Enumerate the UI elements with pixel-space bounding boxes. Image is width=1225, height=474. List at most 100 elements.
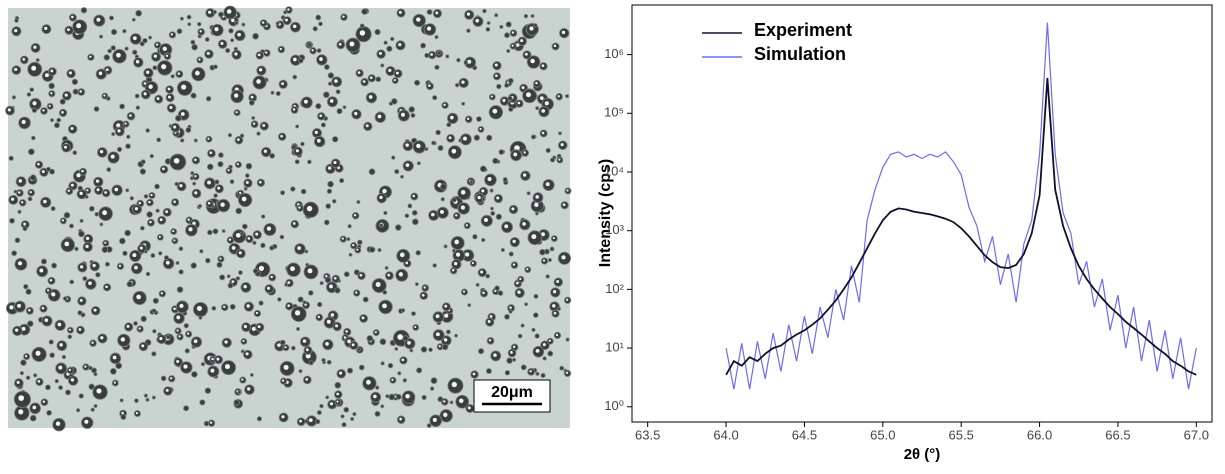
droplet (327, 180, 334, 188)
droplet-highlight (207, 137, 210, 140)
droplet-highlight (102, 210, 108, 216)
droplet (325, 395, 330, 400)
droplet-highlight (305, 353, 311, 359)
droplet (239, 231, 244, 236)
droplet (245, 162, 253, 170)
droplet-highlight (210, 368, 215, 373)
droplet (283, 10, 288, 15)
droplet-highlight (379, 195, 383, 200)
droplet (411, 311, 416, 317)
droplet-highlight (519, 277, 522, 281)
droplet (191, 43, 198, 51)
y-tick-label: 10⁰ (604, 398, 624, 413)
droplet (535, 106, 540, 111)
droplet (213, 193, 218, 198)
droplet-highlight (22, 57, 26, 61)
droplet-highlight (557, 95, 560, 98)
droplet-highlight (93, 308, 97, 312)
droplet (116, 146, 123, 153)
droplet-highlight (285, 18, 288, 22)
droplet-highlight (405, 261, 409, 265)
droplet (152, 65, 158, 71)
droplet (404, 213, 410, 219)
droplet-highlight (513, 152, 518, 157)
droplet-highlight (31, 65, 37, 71)
droplet-highlight (463, 136, 467, 141)
droplet (426, 423, 432, 428)
x-tick-label: 65.5 (949, 427, 974, 442)
droplet (230, 38, 235, 43)
droplet (99, 34, 104, 39)
droplet-highlight (365, 124, 369, 128)
droplet-highlight (193, 339, 198, 344)
droplet-highlight (388, 68, 392, 72)
droplet (135, 9, 143, 17)
droplet (316, 410, 322, 416)
droplet-highlight (281, 82, 285, 86)
droplet-highlight (395, 71, 399, 75)
droplet-highlight (96, 17, 101, 22)
droplet-highlight (138, 327, 141, 330)
droplet-highlight (517, 290, 521, 294)
droplet-highlight (480, 270, 484, 274)
droplet-highlight (220, 41, 224, 45)
droplet (160, 375, 167, 382)
droplet-highlight (553, 44, 557, 48)
droplet-highlight (194, 175, 197, 178)
droplet (441, 343, 449, 351)
droplet (316, 48, 322, 53)
droplet (29, 414, 37, 422)
droplet-highlight (89, 55, 92, 58)
droplet-highlight (153, 54, 157, 58)
droplet (79, 218, 84, 223)
droplet-highlight (465, 224, 468, 227)
droplet-highlight (435, 314, 440, 319)
droplet (383, 210, 388, 216)
droplet (492, 157, 499, 164)
droplet-highlight (161, 64, 167, 70)
droplet-highlight (428, 84, 431, 87)
droplet (275, 21, 280, 26)
droplet (20, 359, 27, 366)
droplet-highlight (91, 341, 94, 344)
droplet-highlight (103, 94, 106, 97)
droplet (109, 367, 117, 375)
droplet (50, 206, 56, 212)
droplet-highlight (292, 24, 297, 29)
droplet (49, 168, 55, 175)
droplet (241, 22, 246, 27)
droplet-highlight (448, 136, 452, 140)
droplet-highlight (141, 344, 145, 348)
droplet-highlight (49, 279, 53, 282)
droplet (534, 211, 539, 216)
droplet (211, 305, 217, 311)
droplet-highlight (84, 365, 87, 368)
droplet (151, 395, 156, 400)
droplet (145, 128, 150, 133)
droplet (485, 273, 491, 279)
droplet (479, 165, 487, 173)
droplet (212, 9, 217, 15)
droplet-highlight (132, 36, 137, 41)
droplet (124, 229, 131, 237)
droplet (89, 205, 95, 212)
droplet (359, 23, 365, 29)
droplet (424, 52, 430, 59)
droplet (156, 137, 162, 143)
droplet (132, 49, 138, 55)
droplet-highlight (351, 343, 355, 347)
droplet-highlight (241, 378, 244, 381)
droplet-highlight (148, 84, 153, 89)
droplet (486, 21, 491, 25)
droplet-highlight (455, 252, 461, 257)
droplet (369, 246, 376, 253)
droplet-highlight (188, 227, 193, 232)
droplet (191, 371, 198, 378)
droplet-highlight (451, 381, 457, 388)
droplet-highlight (314, 130, 318, 134)
droplet-highlight (158, 235, 161, 238)
droplet (508, 251, 514, 257)
droplet (494, 285, 500, 291)
x-tick-label: 67.0 (1184, 427, 1209, 442)
droplet-highlight (531, 234, 537, 240)
